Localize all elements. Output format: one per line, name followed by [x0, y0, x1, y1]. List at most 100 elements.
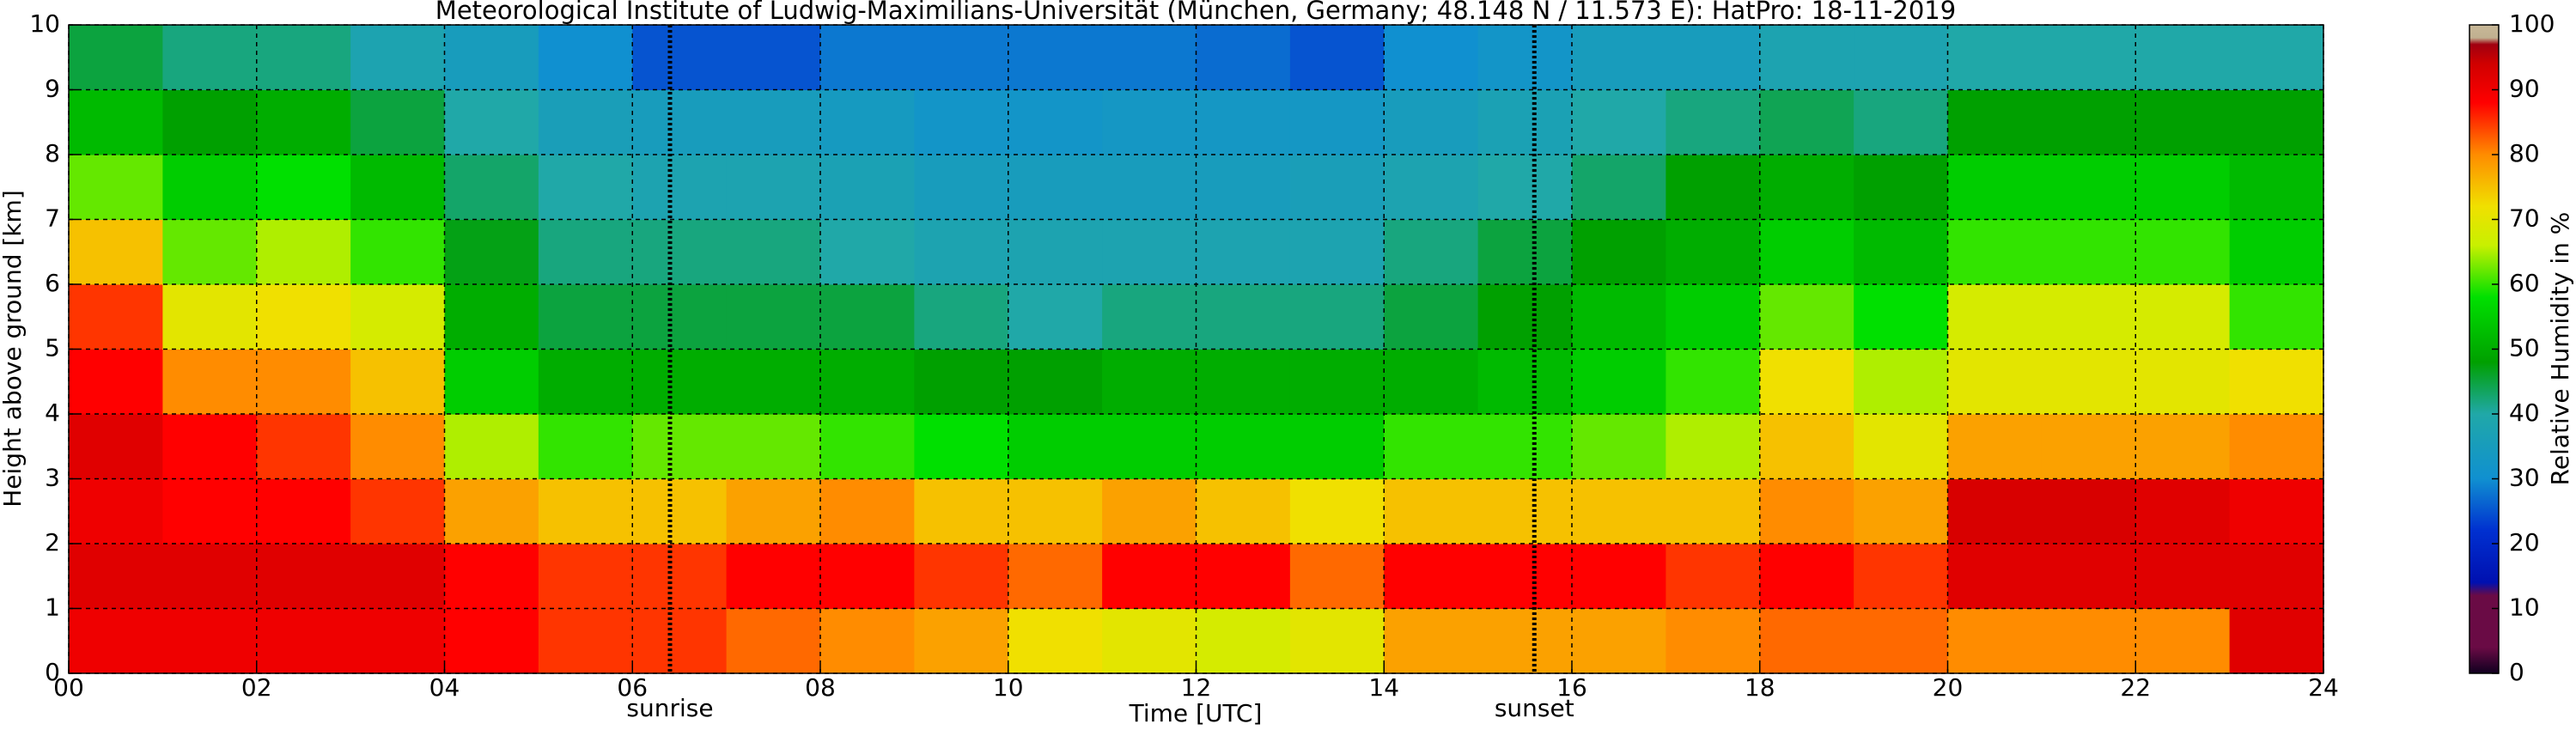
heatmap-cell	[1008, 25, 1103, 90]
heatmap-cell	[1666, 219, 1761, 285]
x-tick-label: 24	[2308, 673, 2339, 702]
heatmap-cell	[256, 478, 351, 544]
heatmap-cell	[538, 155, 633, 220]
heatmap-cell	[2041, 414, 2136, 479]
heatmap-cell	[1196, 284, 1291, 350]
heatmap-cell	[1572, 608, 1666, 674]
heatmap-cell	[1854, 478, 1948, 544]
heatmap-cell	[350, 284, 445, 350]
heatmap-cell	[1102, 608, 1197, 674]
heatmap-cell	[632, 414, 728, 479]
heatmap-cell	[444, 25, 539, 90]
heatmap-cell	[2229, 155, 2324, 220]
heatmap-cell	[1572, 349, 1666, 415]
heatmap-cell	[2135, 349, 2231, 415]
heatmap-cell	[2229, 349, 2324, 415]
heatmap-cell	[820, 414, 915, 479]
heatmap-cell	[1384, 25, 1479, 90]
heatmap-cell	[162, 219, 258, 285]
heatmap-cell	[2041, 608, 2136, 674]
heatmap-cell	[1759, 414, 1854, 479]
heatmap-cell	[69, 608, 163, 674]
heatmap-cell	[1759, 544, 1854, 609]
heatmap-cell	[1008, 284, 1103, 350]
heatmap-cell	[1759, 219, 1854, 285]
heatmap-cell	[1384, 284, 1479, 350]
heatmap-cell	[726, 478, 821, 544]
colorbar-tick-label: 0	[2509, 658, 2524, 686]
heatmap-cell	[69, 349, 163, 415]
heatmap-cell	[1289, 155, 1385, 220]
heatmap-cell	[1854, 544, 1948, 609]
heatmap-cell	[256, 219, 351, 285]
heatmap-cell	[1477, 89, 1573, 155]
y-tick-label: 10	[29, 9, 60, 38]
heatmap-cell	[1666, 25, 1761, 90]
heatmap-cell	[1102, 89, 1197, 155]
heatmap-cell	[1477, 349, 1573, 415]
heatmap-cell	[1666, 478, 1761, 544]
heatmap-cell	[820, 478, 915, 544]
heatmap-cell	[162, 414, 258, 479]
heatmap-cell	[1196, 544, 1291, 609]
heatmap-cell	[2229, 89, 2324, 155]
heatmap-cell	[1102, 414, 1197, 479]
heatmap-cell	[2041, 284, 2136, 350]
heatmap-cell	[2135, 284, 2231, 350]
colorbar-tick-label: 80	[2509, 139, 2540, 167]
heatmap-cell	[1759, 284, 1854, 350]
heatmap-cell	[2135, 414, 2231, 479]
heatmap-cell	[1384, 155, 1479, 220]
heatmap-cell	[538, 219, 633, 285]
y-tick-label: 6	[45, 269, 60, 297]
heatmap-cell	[538, 25, 633, 90]
heatmap-cell	[1289, 219, 1385, 285]
heatmap-cell	[1384, 478, 1479, 544]
heatmap-cell	[1759, 349, 1854, 415]
heatmap-cell	[256, 608, 351, 674]
heatmap-cell	[1289, 89, 1385, 155]
heatmap-cell	[256, 544, 351, 609]
y-tick-label: 8	[45, 139, 60, 167]
heatmap-cell	[1289, 25, 1385, 90]
heatmap-cell	[1196, 25, 1291, 90]
heatmap-cell	[2041, 155, 2136, 220]
heatmap-cell	[1854, 89, 1948, 155]
heatmap-cell	[1759, 155, 1854, 220]
heatmap-cell	[1008, 414, 1103, 479]
heatmap-cell	[1759, 25, 1854, 90]
heatmap-cell	[2041, 89, 2136, 155]
heatmap-cell	[726, 608, 821, 674]
heatmap-cell	[1947, 478, 2043, 544]
heatmap-cell	[1289, 608, 1385, 674]
heatmap-cell	[1008, 89, 1103, 155]
heatmap-cell	[632, 284, 728, 350]
heatmap-cell	[914, 478, 1009, 544]
heatmap-cell	[1854, 25, 1948, 90]
heatmap-cell	[2041, 349, 2136, 415]
heatmap-cell	[1947, 284, 2043, 350]
heatmap-cell	[1384, 414, 1479, 479]
heatmap-cell	[444, 349, 539, 415]
heatmap-cell	[1289, 544, 1385, 609]
y-tick-label: 3	[45, 464, 60, 492]
heatmap-cell	[350, 414, 445, 479]
heatmap-cell	[1666, 544, 1761, 609]
heatmap-cell	[1947, 89, 2043, 155]
heatmap-cell	[1666, 608, 1761, 674]
heatmap-cell	[1666, 155, 1761, 220]
heatmap-cell	[350, 544, 445, 609]
heatmap-cell	[1572, 414, 1666, 479]
heatmap-cell	[726, 155, 821, 220]
heatmap-cell	[69, 544, 163, 609]
heatmap-cell	[1477, 478, 1573, 544]
heatmap-cell	[1196, 478, 1291, 544]
heatmap-cell	[1102, 284, 1197, 350]
heatmap-cell	[162, 155, 258, 220]
heatmap-cell	[350, 89, 445, 155]
heatmap-cell	[726, 414, 821, 479]
x-tick-label: 06	[617, 673, 648, 702]
colorbar-tick-label: 10	[2509, 593, 2540, 622]
colorbar-tick-label: 20	[2509, 528, 2540, 557]
heatmap-cell	[632, 155, 728, 220]
